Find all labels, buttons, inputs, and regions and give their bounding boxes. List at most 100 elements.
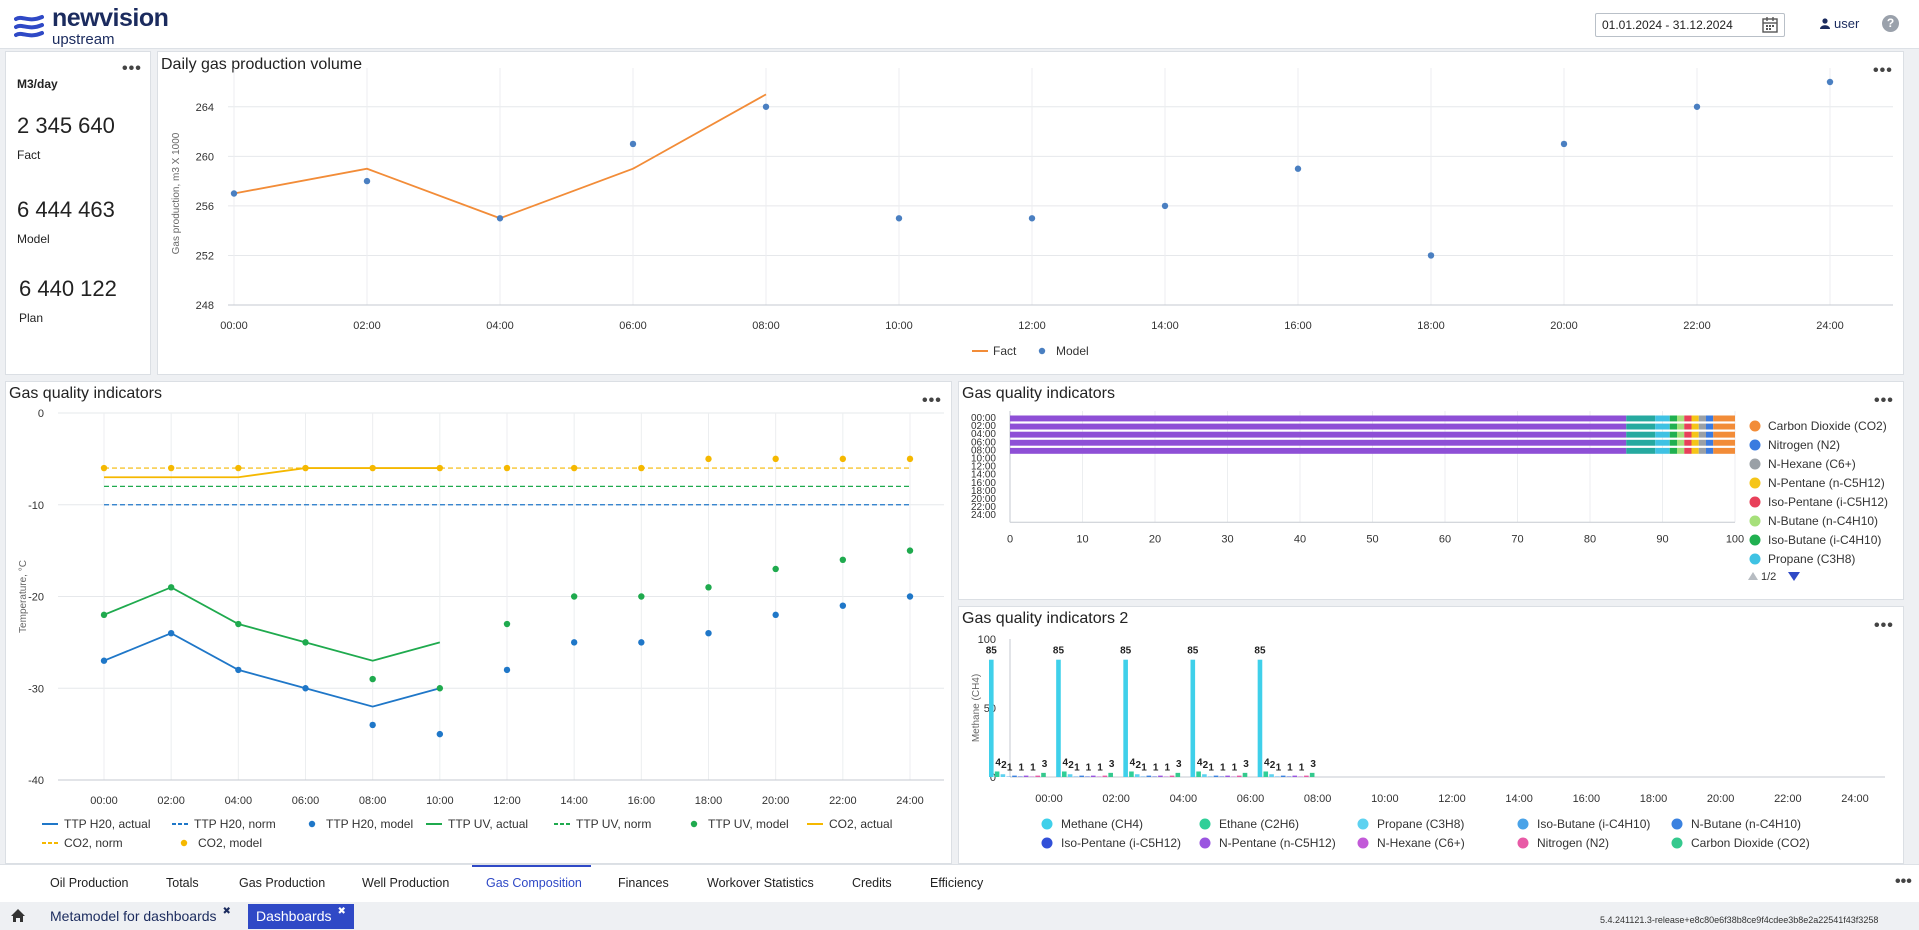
bar: [1242, 772, 1248, 777]
data-point: [503, 620, 511, 628]
y-axis-label: Temperature, °C: [18, 560, 29, 633]
legend-swatch: [1357, 818, 1369, 830]
legend-label: TTP H20, actual: [64, 817, 150, 831]
tab-oil-production[interactable]: Oil Production: [50, 876, 129, 890]
data-label: 1: [1287, 763, 1293, 774]
x-tick-label: 24:00: [1841, 793, 1869, 805]
close-icon[interactable]: ✖: [337, 906, 346, 917]
data-point: [100, 464, 108, 472]
bar: [1236, 775, 1242, 777]
close-icon[interactable]: ✖: [222, 906, 231, 917]
calendar-icon[interactable]: [1760, 16, 1780, 34]
date-range-input[interactable]: 01.01.2024 - 31.12.2024: [1595, 13, 1785, 37]
legend-label: N-Pentane (n-C5H12): [1219, 836, 1336, 850]
tab-efficiency[interactable]: Efficiency: [930, 876, 984, 890]
x-tick-label: 10:00: [885, 320, 913, 332]
legend-label: N-Hexane (C6+): [1768, 457, 1856, 471]
data-point: [705, 630, 712, 637]
x-tick-label: 06:00: [619, 320, 647, 332]
tab-gas-production[interactable]: Gas Production: [239, 876, 326, 890]
panel-menu-icon[interactable]: •••: [922, 392, 942, 409]
panel-menu-icon[interactable]: •••: [1874, 617, 1894, 634]
bar: [1196, 771, 1201, 777]
data-label: 85: [1187, 646, 1199, 657]
user-icon: [1820, 18, 1830, 29]
data-point: [503, 666, 511, 674]
tabs-more-icon[interactable]: •••: [1895, 873, 1912, 890]
data-point: [235, 464, 242, 472]
x-tick-label: 08:00: [1304, 793, 1332, 805]
data-point: [570, 593, 578, 600]
legend-swatch: [180, 839, 188, 847]
x-tick-label: 06:00: [1237, 793, 1265, 805]
window-tab-metamodel[interactable]: Metamodel for dashboards ✖: [42, 904, 239, 929]
data-point: [906, 593, 914, 600]
tab-well-production[interactable]: Well Production: [362, 876, 450, 890]
data-label: 3: [1176, 759, 1182, 770]
tab-credits[interactable]: Credits: [852, 876, 892, 890]
data-label: 85: [1053, 646, 1065, 657]
window-tab-dashboards[interactable]: Dashboards ✖: [248, 904, 354, 929]
legend-label: Model: [1056, 344, 1089, 358]
home-icon[interactable]: [10, 908, 26, 923]
data-point: [167, 584, 175, 591]
y-tick-label: 02:00: [971, 421, 996, 432]
legend-swatch: [1199, 818, 1211, 830]
data-label: 4: [995, 757, 1001, 768]
data-label: 2: [1270, 760, 1276, 771]
x-tick-label: 30: [1221, 533, 1233, 545]
series-line: [103, 586, 441, 662]
stacked-bar-segment: [1698, 431, 1706, 438]
x-tick-label: 100: [1726, 533, 1744, 545]
bar: [1158, 775, 1163, 777]
data-point: [839, 556, 847, 563]
x-tick-label: 12:00: [493, 795, 521, 807]
version-text: 5.4.241121.3-release+e8c80e6f38b8ce9f4cd…: [1600, 915, 1879, 925]
legend-label: N-Hexane (C6+): [1377, 836, 1465, 850]
bar: [1175, 772, 1181, 777]
methane-bar-chart: 05010000:0002:0004:0006:0008:0010:0012:0…: [971, 634, 1885, 850]
bar: [1225, 775, 1230, 777]
data-label: 1: [1220, 763, 1226, 774]
user-menu[interactable]: user: [1820, 16, 1859, 31]
data-label: 1: [1208, 763, 1214, 774]
window-bar: Metamodel for dashboards ✖ Dashboards ✖ 5.…: [0, 902, 1919, 930]
x-tick-label: 90: [1656, 533, 1668, 545]
y-tick-label: 0: [990, 772, 996, 784]
data-label: 3: [1310, 759, 1316, 770]
stacked-bar-segment: [1698, 447, 1706, 454]
panel-menu-icon[interactable]: •••: [1874, 392, 1894, 409]
stacked-bar-segment: [1677, 431, 1685, 438]
stacked-bar-segment: [1698, 439, 1706, 446]
tab-workover-statistics[interactable]: Workover Statistics: [707, 876, 814, 890]
x-tick-label: 20: [1149, 533, 1161, 545]
panel-menu-icon[interactable]: •••: [1873, 62, 1893, 79]
data-point: [235, 666, 242, 674]
y-tick-label: 260: [196, 151, 214, 163]
help-icon[interactable]: ?: [1882, 15, 1899, 32]
active-tab-indicator: [472, 865, 591, 867]
logo[interactable]: newvision upstream: [14, 4, 169, 47]
tab-gas-composition[interactable]: Gas Composition: [486, 876, 582, 890]
kpi-menu-icon[interactable]: •••: [122, 60, 142, 77]
legend-label: Iso-Butane (i-C4H10): [1537, 817, 1650, 831]
user-name: user: [1834, 16, 1860, 31]
legend-label: Fact: [993, 344, 1017, 358]
data-label: 1: [1086, 763, 1092, 774]
x-tick-label: 08:00: [752, 320, 780, 332]
data-label: 1: [1153, 763, 1159, 774]
data-label: 4: [1264, 757, 1270, 768]
legend-label: CO2, actual: [829, 817, 892, 831]
stacked-bar-segment: [1706, 447, 1714, 454]
legend-label: Carbon Dioxide (CO2): [1768, 419, 1887, 433]
stacked-bar-segment: [1655, 447, 1670, 454]
x-tick-label: 10: [1076, 533, 1088, 545]
data-point-model: [1028, 215, 1036, 222]
logo-name: newvision: [52, 4, 169, 32]
tab-totals[interactable]: Totals: [166, 876, 199, 890]
y-tick-label: 0: [38, 408, 44, 420]
data-point: [302, 464, 309, 472]
x-tick-label: 02:00: [1102, 793, 1130, 805]
y-tick-label: 100: [978, 634, 996, 646]
tab-finances[interactable]: Finances: [618, 876, 669, 890]
